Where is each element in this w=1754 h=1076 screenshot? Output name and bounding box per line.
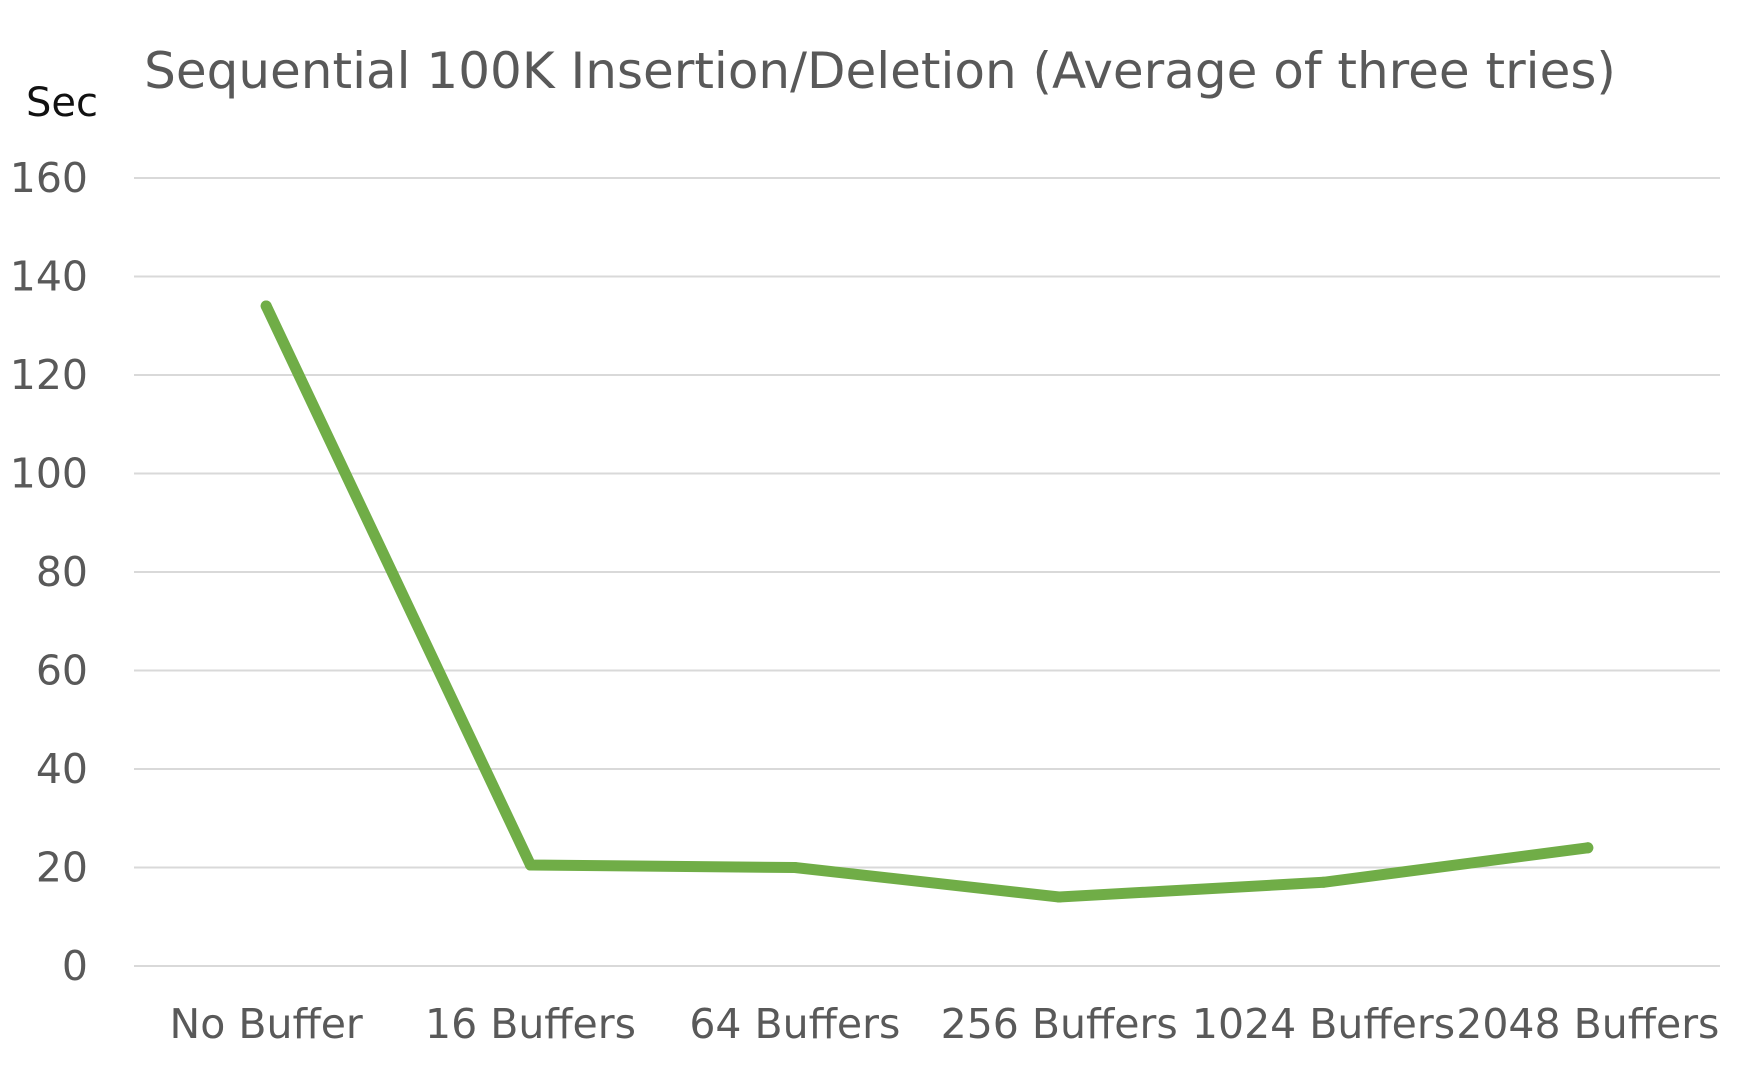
data-point: [525, 859, 536, 871]
x-tick-label: 16 Buffers: [425, 1000, 636, 1048]
y-tick-label: 140: [10, 253, 88, 301]
data-point: [1318, 876, 1329, 888]
data-point: [1582, 842, 1594, 854]
chart-title: Sequential 100K Insertion/Deletion (Aver…: [144, 42, 1616, 100]
x-tick-label: 1024 Buffers: [1192, 1000, 1455, 1048]
x-tick-label: 64 Buffers: [689, 1000, 900, 1048]
y-tick-label: 100: [10, 450, 88, 498]
x-tick-label: 2048 Buffers: [1456, 1000, 1719, 1048]
data-point: [260, 300, 272, 312]
y-tick-label: 60: [36, 647, 88, 695]
y-tick-label: 160: [10, 154, 88, 202]
y-tick-label: 20: [36, 844, 88, 892]
y-axis-ticks: 0 20 40 60 80 100 120 140 160: [10, 154, 88, 990]
x-tick-label: 256 Buffers: [941, 1000, 1178, 1048]
y-axis-unit-label: Sec: [26, 80, 98, 126]
x-axis-ticks: No Buffer 16 Buffers 64 Buffers 256 Buffers…: [170, 1000, 1720, 1048]
series-line: [260, 300, 1594, 903]
data-point: [1053, 891, 1065, 903]
y-tick-label: 80: [36, 548, 88, 596]
gridlines: [134, 177, 1720, 967]
x-tick-label: No Buffer: [170, 1000, 363, 1048]
y-tick-label: 120: [10, 351, 88, 399]
y-tick-label: 0: [62, 942, 88, 990]
series-layer: [260, 300, 1594, 903]
data-point: [789, 862, 801, 873]
y-tick-label: 40: [36, 745, 88, 793]
